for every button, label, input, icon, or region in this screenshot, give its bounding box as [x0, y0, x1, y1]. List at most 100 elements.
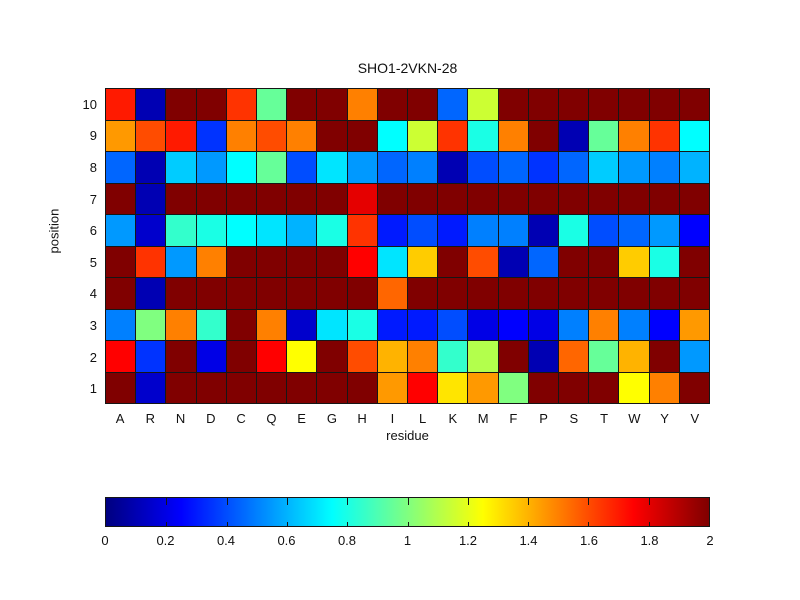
x-tick-label: Y	[660, 411, 669, 426]
heatmap-cell	[196, 278, 226, 309]
heatmap-cell	[649, 89, 679, 120]
colorbar-tick	[467, 522, 469, 526]
colorbar-tick-label: 1.2	[458, 533, 478, 548]
colorbar-tick	[528, 498, 530, 505]
heatmap-cell	[347, 215, 377, 246]
heatmap-cell	[679, 89, 709, 120]
heatmap-cell	[649, 120, 679, 151]
colorbar-tick	[286, 522, 288, 526]
heatmap-cell	[619, 246, 649, 277]
heatmap-cell	[468, 89, 498, 120]
heatmap-cell	[559, 120, 589, 151]
heatmap-cell	[468, 152, 498, 183]
heatmap-cell	[166, 120, 196, 151]
y-tick-label: 4	[89, 286, 97, 302]
heatmap-cell	[559, 278, 589, 309]
heatmap-cell	[377, 215, 407, 246]
chart-title: SHO1-2VKN-28	[357, 60, 458, 76]
heatmap-cell	[106, 246, 136, 277]
heatmap-cell	[317, 278, 347, 309]
heatmap-cell	[438, 309, 468, 340]
heatmap-cell	[257, 278, 287, 309]
heatmap-cell	[619, 341, 649, 372]
heatmap-cell	[438, 372, 468, 403]
heatmap-cell	[377, 372, 407, 403]
heatmap-cell	[589, 215, 619, 246]
heatmap-cell	[347, 152, 377, 183]
colorbar-tick	[467, 498, 469, 505]
heatmap-cell	[106, 341, 136, 372]
heatmap-cell	[619, 120, 649, 151]
heatmap-cell	[317, 341, 347, 372]
heatmap-cell	[347, 89, 377, 120]
heatmap-cell	[287, 246, 317, 277]
heatmap-cell	[498, 341, 528, 372]
heatmap-cell	[408, 278, 438, 309]
heatmap-cell	[106, 120, 136, 151]
heatmap-cell	[196, 215, 226, 246]
colorbar-tick	[347, 522, 349, 526]
y-tick-label: 10	[82, 96, 97, 112]
heatmap-cell	[106, 309, 136, 340]
heatmap-cell	[528, 246, 558, 277]
heatmap-cell	[347, 309, 377, 340]
heatmap-cell	[679, 152, 709, 183]
y-tick-label: 5	[89, 254, 97, 270]
heatmap-cell	[528, 183, 558, 214]
heatmap-cell	[136, 372, 166, 403]
colorbar-tick	[226, 522, 228, 526]
heatmap-cell	[528, 215, 558, 246]
heatmap-cell	[438, 89, 468, 120]
heatmap-cell	[106, 89, 136, 120]
colorbar-tick-label: 1.6	[579, 533, 599, 548]
x-tick-label: A	[115, 411, 125, 426]
y-tick-label: 9	[89, 128, 97, 144]
heatmap-cell	[166, 309, 196, 340]
heatmap-cell	[257, 183, 287, 214]
heatmap-cell	[287, 215, 317, 246]
heatmap-cell	[257, 372, 287, 403]
heatmap-cell	[468, 372, 498, 403]
colorbar-tick-label: 2	[706, 533, 714, 548]
heatmap-cell	[347, 372, 377, 403]
heatmap-cell	[559, 341, 589, 372]
heatmap-cell	[649, 309, 679, 340]
heatmap-cell	[257, 341, 287, 372]
heatmap-cell	[136, 120, 166, 151]
colorbar-tick	[166, 522, 168, 526]
x-tick-label: Q	[266, 411, 277, 426]
heatmap-cell	[317, 89, 347, 120]
heatmap-cell	[468, 246, 498, 277]
heatmap-cell	[589, 183, 619, 214]
heatmap-cell	[619, 372, 649, 403]
y-tick-label: 3	[89, 318, 97, 333]
heatmap-cell	[438, 246, 468, 277]
heatmap-cell	[589, 120, 619, 151]
heatmap-cell	[559, 309, 589, 340]
heatmap-cell	[498, 183, 528, 214]
heatmap-cell	[528, 309, 558, 340]
heatmap-cell	[257, 309, 287, 340]
heatmap-cell	[589, 246, 619, 277]
x-tick-label: L	[419, 411, 427, 426]
heatmap-cell	[589, 278, 619, 309]
heatmap-cell	[166, 278, 196, 309]
colorbar-tick	[166, 498, 168, 505]
heatmap-cell	[106, 278, 136, 309]
heatmap-cell	[408, 215, 438, 246]
heatmap-cell	[166, 183, 196, 214]
x-tick-label: E	[297, 411, 306, 426]
heatmap-cell	[226, 309, 256, 340]
x-tick-label: C	[236, 411, 246, 426]
heatmap-cell	[106, 215, 136, 246]
heatmap-cell	[619, 215, 649, 246]
heatmap-cell	[679, 278, 709, 309]
heatmap-cell	[679, 246, 709, 277]
x-tick-label: F	[509, 411, 518, 426]
x-tick-label: K	[448, 411, 458, 426]
x-tick-label: P	[539, 411, 548, 426]
heatmap-cell	[559, 246, 589, 277]
heatmap-cell	[166, 89, 196, 120]
heatmap-cell	[438, 120, 468, 151]
